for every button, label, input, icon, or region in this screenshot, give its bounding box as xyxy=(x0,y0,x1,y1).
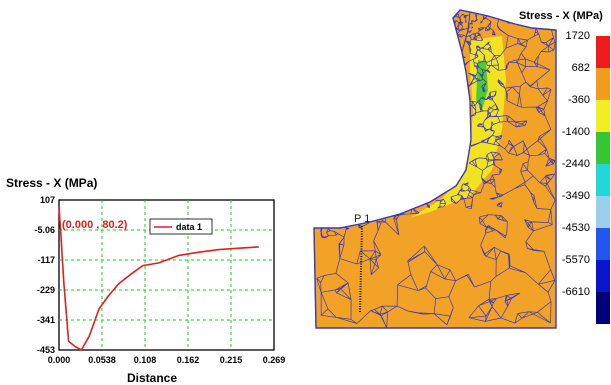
y-tick-labels: 107 -5.06 -117 -229 -341 -453 xyxy=(34,195,55,355)
colorbar-label: -5570 xyxy=(561,254,590,266)
mesh-model: P 1 xyxy=(313,9,557,329)
probe-label: P 1 xyxy=(354,213,370,225)
colorbar-title: Stress - X (MPa) xyxy=(519,10,603,22)
colorbar-label: -360 xyxy=(567,94,590,106)
colorbar-swatch xyxy=(596,132,610,164)
colorbar-label: -6610 xyxy=(561,286,590,298)
colorbar-swatch xyxy=(596,260,610,292)
colorbar-label: 1720 xyxy=(565,30,590,42)
y-tick-label: 107 xyxy=(40,195,55,205)
colorbar xyxy=(596,36,610,324)
mesh-outline xyxy=(313,9,557,329)
colorbar-label: -2440 xyxy=(561,158,590,170)
colorbar-swatch xyxy=(596,196,610,228)
legend-box xyxy=(149,218,213,235)
colorbar-label: -4530 xyxy=(561,222,590,234)
fem-stress-contour-view: P 1 xyxy=(313,9,610,329)
y-tick-label: -5.06 xyxy=(34,225,55,235)
line-chart: 0.000 0.0538 0.108 0.162 0.215 0.269 107 -5.06… xyxy=(34,195,286,385)
x-tick-labels: 0.000 0.0538 0.108 0.162 0.215 0.269 xyxy=(48,355,286,365)
x-tick-label: 0.0538 xyxy=(88,355,116,365)
x-tick-label: 0.162 xyxy=(177,355,200,365)
colorbar-label: -3490 xyxy=(561,190,590,202)
colorbar-swatch xyxy=(596,292,610,324)
probe-line xyxy=(359,225,363,313)
colorbar-swatch xyxy=(596,100,610,132)
x-tick-label: 0.215 xyxy=(220,355,243,365)
colorbar-swatch xyxy=(596,164,610,196)
legend: data 1 xyxy=(149,218,213,235)
colorbar-swatch xyxy=(596,68,610,100)
y-tick-label: -117 xyxy=(37,255,55,265)
colorbar-swatch xyxy=(596,228,610,260)
point-annotation: (0.000 , 80.2) xyxy=(62,219,128,231)
series-line xyxy=(58,207,259,352)
series-layer xyxy=(58,207,259,352)
x-tick-label: 0.108 xyxy=(134,355,157,365)
y-tick-label: -341 xyxy=(37,315,55,325)
legend-label: data 1 xyxy=(176,222,202,232)
x-tick-label: 0.269 xyxy=(263,355,286,365)
x-axis-label: Distance xyxy=(127,371,177,385)
y-tick-label: -453 xyxy=(37,345,55,355)
y-tick-label: -229 xyxy=(37,285,55,295)
mesh-body xyxy=(313,9,557,329)
x-tick-label: 0.000 xyxy=(48,355,71,365)
colorbar-label: 682 xyxy=(571,62,590,74)
colorbar-label: -1400 xyxy=(561,126,590,138)
high-stress-zone xyxy=(476,60,488,110)
colorbar-swatch xyxy=(596,36,610,68)
chart-title: Stress - X (MPa) xyxy=(6,176,98,190)
